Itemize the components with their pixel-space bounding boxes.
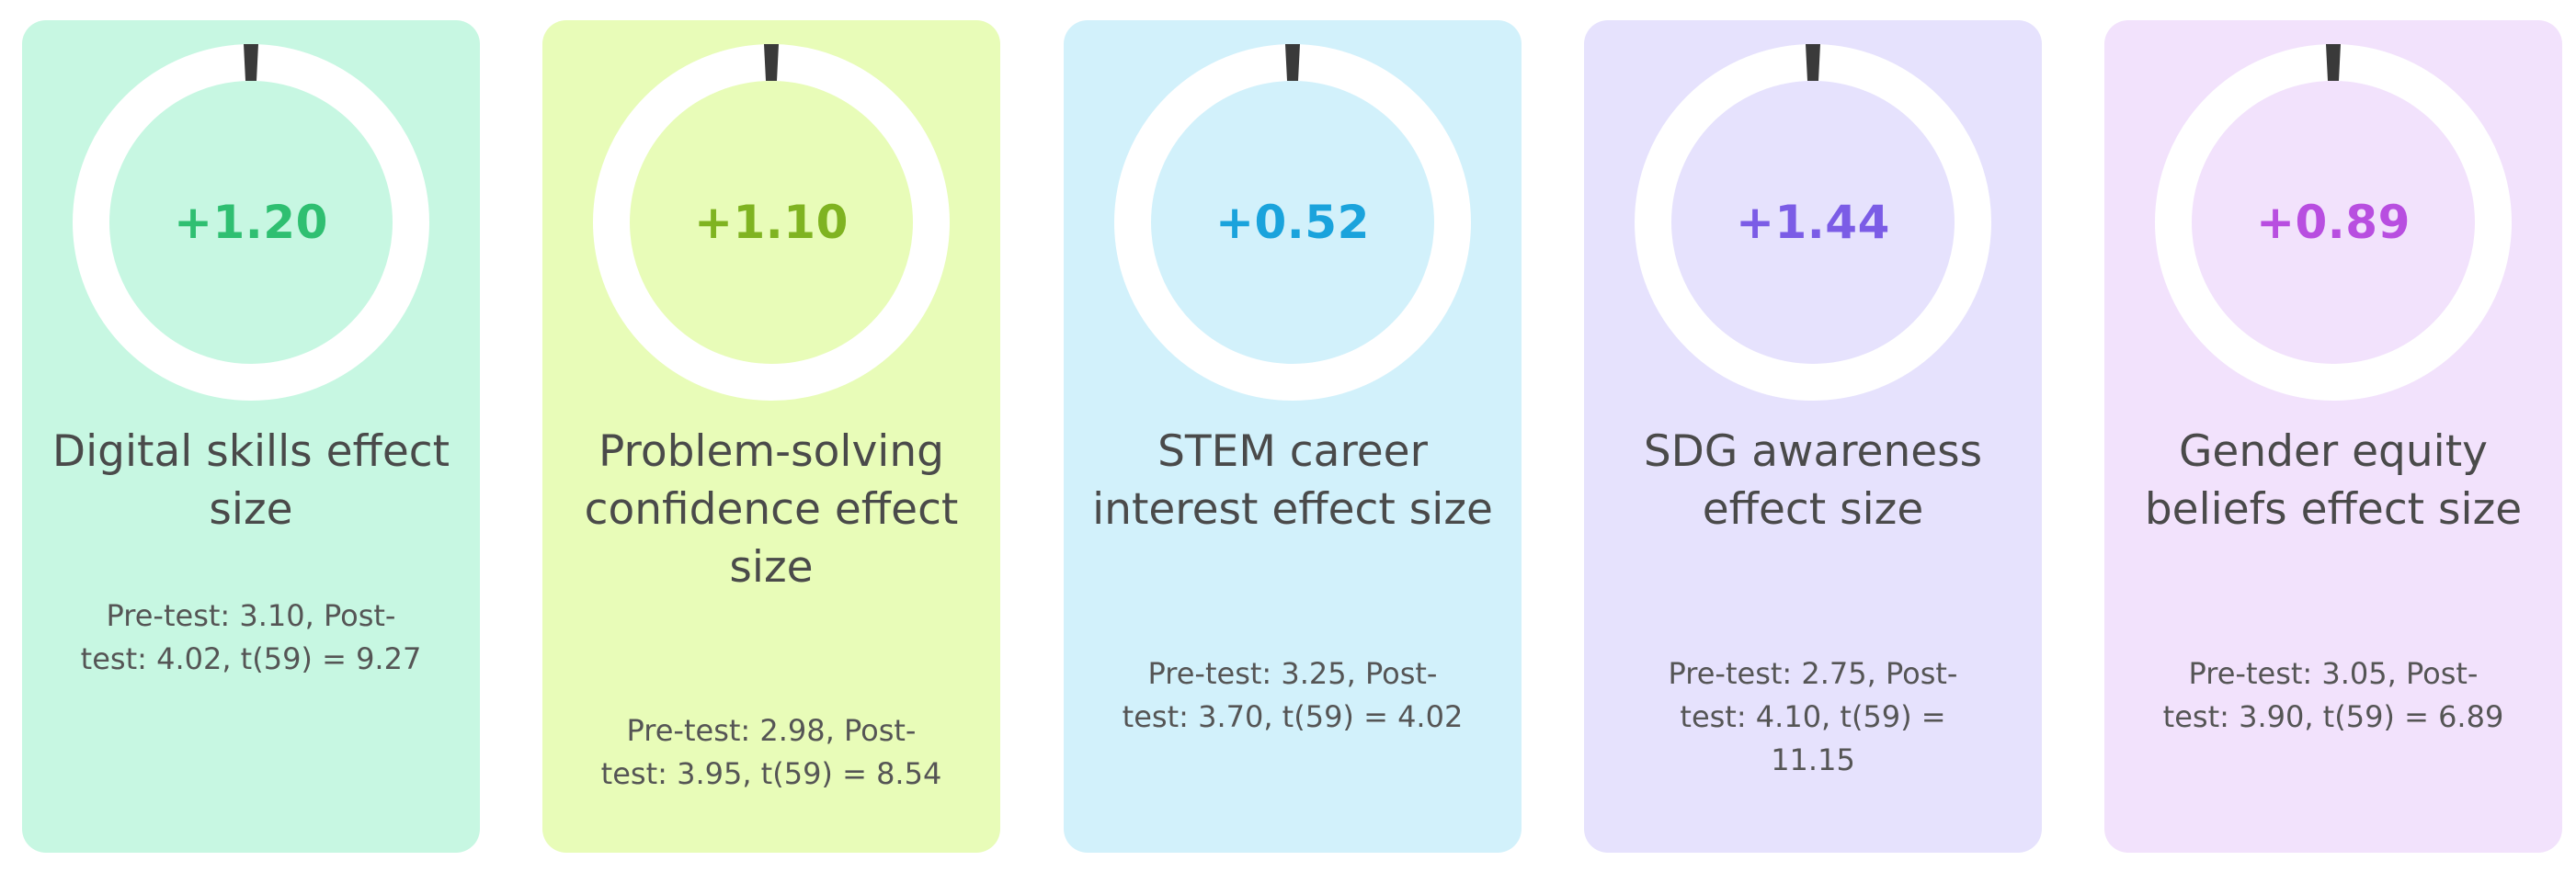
card-sdg-awareness: +1.44 SDG awareness effect size Pre-test… xyxy=(1584,20,2042,853)
gauge-gender-equity: +0.89 xyxy=(2155,44,2512,401)
effect-size-value: +1.20 xyxy=(174,196,328,249)
metric-stats: Pre-test: 2.98, Post-test: 3.95, t(59) =… xyxy=(600,713,942,791)
gauge-start-marker xyxy=(1285,44,1300,81)
metric-stats: Pre-test: 3.25, Post-test: 3.70, t(59) =… xyxy=(1122,656,1464,734)
metric-stats: Pre-test: 3.10, Post-test: 4.02, t(59) =… xyxy=(80,598,422,676)
gauge-sdg-awareness: +1.44 xyxy=(1635,44,1991,401)
metric-label: Digital skills effect size xyxy=(51,426,450,535)
metric-label: Gender equity beliefs effect size xyxy=(2144,426,2523,535)
card-problem-solving: +1.10 Problem-solving confidence effect … xyxy=(542,20,1000,853)
card-stem-career: +0.52 STEM career interest effect size P… xyxy=(1064,20,1522,853)
gauge-ring xyxy=(1635,44,1991,401)
metric-label: STEM career interest effect size xyxy=(1092,426,1493,535)
effect-size-value: +0.52 xyxy=(1215,196,1370,249)
gauge-start-marker xyxy=(1806,44,1820,81)
gauge-ring xyxy=(2155,44,2512,401)
metric-stats: Pre-test: 3.05, Post-test: 3.90, t(59) =… xyxy=(2162,656,2504,734)
gauge-ring xyxy=(73,44,429,401)
gauge-start-marker xyxy=(764,44,779,81)
effect-size-value: +1.10 xyxy=(694,196,849,249)
gauge-problem-solving: +1.10 xyxy=(593,44,950,401)
gauge-ring xyxy=(1114,44,1471,401)
card-gender-equity: +0.89 Gender equity beliefs effect size … xyxy=(2104,20,2562,853)
metric-stats: Pre-test: 2.75, Post-test: 4.10, t(59) =… xyxy=(1668,656,1958,777)
card-digital-skills: +1.20 Digital skills effect size Pre-tes… xyxy=(22,20,480,853)
gauge-start-marker xyxy=(2326,44,2341,81)
gauge-stem-career: +0.52 xyxy=(1114,44,1471,401)
gauge-ring xyxy=(593,44,950,401)
metric-label: SDG awareness effect size xyxy=(1643,426,1983,535)
effect-size-value: +1.44 xyxy=(1736,196,1890,249)
metric-label: Problem-solving confidence effect size xyxy=(584,426,959,593)
gauge-digital-skills: +1.20 xyxy=(73,44,429,401)
gauge-start-marker xyxy=(244,44,258,81)
effect-size-value: +0.89 xyxy=(2256,196,2411,249)
